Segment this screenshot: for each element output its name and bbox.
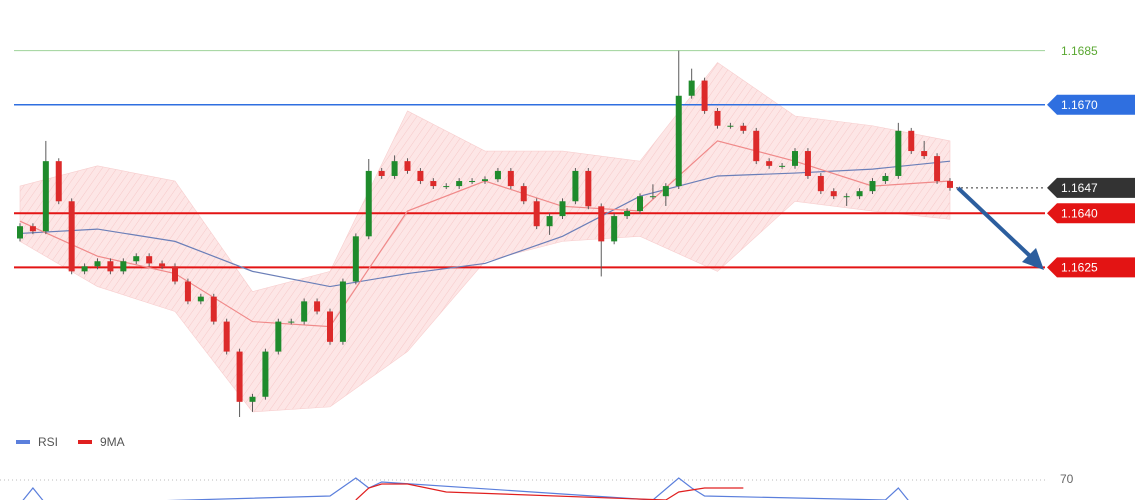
candle-body xyxy=(275,321,282,352)
candle-body xyxy=(314,301,321,312)
candle-body xyxy=(236,351,243,402)
legend-swatch xyxy=(16,440,30,444)
price-label: 1.1685 xyxy=(1061,44,1098,58)
candle-body xyxy=(17,226,23,239)
price-label: 1.1640 xyxy=(1061,206,1098,220)
price-label: 1.1647 xyxy=(1061,181,1098,195)
price-badge xyxy=(1047,203,1135,224)
candle-body xyxy=(339,281,346,342)
price-badge xyxy=(1047,177,1135,198)
rsi-panel: 70 RSI 9MA xyxy=(0,435,1074,500)
rsi-lines xyxy=(22,477,909,500)
candle-body xyxy=(779,165,786,167)
candle-body xyxy=(546,216,553,227)
candle-body xyxy=(482,179,488,182)
candle-body xyxy=(42,161,49,232)
candle-body xyxy=(624,211,631,217)
candle-body xyxy=(120,261,127,272)
candle-body xyxy=(107,261,114,272)
candle-body xyxy=(585,170,592,207)
candle-body xyxy=(882,175,889,182)
candle-body xyxy=(766,161,773,166)
moving-average-slow xyxy=(19,160,951,288)
candle-body xyxy=(675,95,682,187)
price-label: 1.1670 xyxy=(1061,98,1098,112)
candle-body xyxy=(159,263,166,267)
candle-body xyxy=(146,256,153,264)
price-badge xyxy=(1047,257,1135,278)
indicator-line xyxy=(22,477,909,500)
candle-body xyxy=(804,151,811,176)
candle-body xyxy=(649,196,656,198)
candle-body xyxy=(378,170,385,176)
candle-body xyxy=(856,191,863,197)
candle-body xyxy=(327,311,333,342)
arrow-head xyxy=(1022,248,1044,270)
indicator-line xyxy=(355,483,744,500)
legend-label: RSI xyxy=(38,435,58,449)
candle-body xyxy=(520,186,527,202)
candle-body xyxy=(727,125,734,127)
candle-body xyxy=(184,281,191,302)
candle-body xyxy=(533,201,540,227)
bollinger-band xyxy=(19,62,951,413)
candle-body xyxy=(753,130,760,162)
candle-body xyxy=(68,201,75,272)
candle-body xyxy=(29,226,36,232)
candle-body xyxy=(817,175,824,192)
candle-body xyxy=(469,181,476,183)
candle-body xyxy=(598,206,605,242)
candle-body xyxy=(133,256,140,262)
candle-body xyxy=(701,80,708,111)
candle-body xyxy=(210,296,217,322)
candle-body xyxy=(830,191,837,197)
candle-body xyxy=(391,161,398,176)
candle-body xyxy=(611,216,618,242)
price-panel: 1.1685 1.1670 1.1647 1.1640 1.1625 xyxy=(14,44,1135,417)
candle-body xyxy=(921,151,928,157)
candle-body xyxy=(430,181,437,187)
candle-body xyxy=(559,201,566,217)
candle-body xyxy=(301,301,308,322)
candle-body xyxy=(262,351,269,397)
candle-body xyxy=(869,181,876,192)
legend-swatch xyxy=(78,440,92,444)
y-tick-label: 70 xyxy=(1060,472,1074,486)
candle-body xyxy=(507,170,514,187)
candle-body xyxy=(404,161,411,171)
candle-body xyxy=(895,130,902,176)
candle-body xyxy=(288,321,295,323)
candle-body xyxy=(908,130,915,152)
candle-body xyxy=(55,161,62,202)
candle-body xyxy=(792,151,798,166)
candle-body xyxy=(172,266,178,282)
price-label: 1.1625 xyxy=(1061,261,1098,275)
candle-body xyxy=(572,170,579,202)
candle-body xyxy=(843,196,850,198)
candle-body xyxy=(934,156,941,182)
candle-body xyxy=(456,181,463,187)
candle-body xyxy=(443,186,450,188)
candle-body xyxy=(81,266,88,272)
candle-body xyxy=(494,170,501,180)
candle-body xyxy=(637,196,643,212)
candle-body xyxy=(417,170,424,182)
legend-label: 9MA xyxy=(100,435,125,449)
candle-body xyxy=(688,80,695,96)
candle-body xyxy=(740,125,747,131)
candle-body xyxy=(352,236,359,282)
candle-body xyxy=(223,321,230,352)
candle-body xyxy=(662,186,669,197)
arrow-shaft xyxy=(956,186,1032,258)
candle-body xyxy=(197,296,204,302)
price-badge xyxy=(1047,94,1135,115)
candle-body xyxy=(714,110,721,126)
forecast-arrow xyxy=(956,186,1044,270)
candle-body xyxy=(94,261,101,267)
candle-body xyxy=(365,170,372,237)
candle-body xyxy=(249,396,256,402)
candle-body xyxy=(947,181,953,188)
